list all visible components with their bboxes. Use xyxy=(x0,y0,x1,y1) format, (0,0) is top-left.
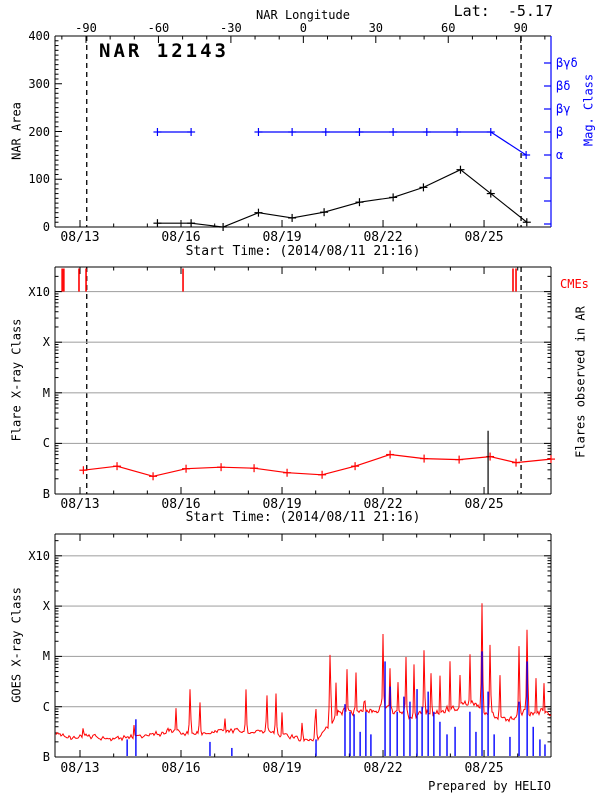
panel1-title: NAR 12143 xyxy=(99,40,229,62)
longitude-tick-label: 0 xyxy=(299,21,307,35)
latitude-label: Lat: -5.17 xyxy=(453,2,553,20)
longitude-tick-label: 90 xyxy=(513,21,528,35)
longitude-tick-label: -30 xyxy=(220,21,242,35)
longitude-tick-label: -60 xyxy=(147,21,170,35)
area-tick-label: 200 xyxy=(28,124,50,139)
top-axis-title: NAR Longitude xyxy=(256,8,350,22)
data-series xyxy=(258,131,527,156)
xray-class-tick-label: C xyxy=(42,436,50,451)
area-tick-label: 300 xyxy=(28,76,50,91)
xray-class-tick-label: X xyxy=(42,599,50,614)
mag-class-tick-label: α xyxy=(556,148,564,162)
area-tick-label: 400 xyxy=(28,29,50,43)
area-tick-label: 0 xyxy=(42,220,50,234)
data-series xyxy=(55,603,552,743)
mag-class-tick-label: β xyxy=(556,125,564,139)
mag-class-tick-label: βγδ xyxy=(556,56,578,70)
mag-class-tick-label: βγ xyxy=(556,102,571,116)
date-tick-label: 08/22 xyxy=(363,761,403,776)
xray-class-tick-label: B xyxy=(42,750,50,764)
date-tick-label: 08/22 xyxy=(363,497,403,512)
panel1-right-axis-title: Mag. Class xyxy=(581,73,596,147)
xray-class-tick-label: B xyxy=(42,487,50,501)
date-tick-label: 08/22 xyxy=(363,230,403,245)
date-tick-label: 08/25 xyxy=(464,761,504,776)
xray-class-tick-label: X10 xyxy=(28,284,50,299)
date-tick-label: 08/19 xyxy=(262,497,302,512)
xray-class-tick-label: X10 xyxy=(28,548,50,563)
xray-class-tick-label: C xyxy=(42,699,50,714)
panel1-x-axis-title: Start Time: (2014/08/11 21:16) xyxy=(185,244,421,259)
xray-class-tick-label: X xyxy=(42,335,50,350)
cmes-label: CMEs xyxy=(560,277,589,291)
date-tick-label: 08/25 xyxy=(464,497,504,512)
area-tick-label: 100 xyxy=(28,172,50,187)
date-tick-label: 08/19 xyxy=(262,230,302,245)
date-tick-label: 08/13 xyxy=(60,497,100,512)
longitude-tick-label: 30 xyxy=(368,21,384,35)
longitude-tick-label: -90 xyxy=(75,21,97,35)
xray-class-tick-label: M xyxy=(42,649,50,664)
date-tick-label: 08/16 xyxy=(161,761,201,776)
mag-class-tick-label: βδ xyxy=(556,79,571,93)
panel2-right-axis-title: Flares observed in AR xyxy=(573,306,588,458)
date-tick-label: 08/13 xyxy=(60,761,100,776)
data-series xyxy=(157,169,528,228)
date-tick-label: 08/13 xyxy=(60,230,100,245)
longitude-tick-label: 60 xyxy=(441,21,456,35)
panel2-x-axis-title: Start Time: (2014/08/11 21:16) xyxy=(185,510,421,525)
date-tick-label: 08/25 xyxy=(464,230,504,245)
prepared-by-label: Prepared by HELIO xyxy=(428,779,551,793)
date-tick-label: 08/16 xyxy=(161,497,201,512)
date-tick-label: 08/19 xyxy=(262,761,302,776)
xray-class-tick-label: M xyxy=(42,385,50,400)
date-tick-label: 08/16 xyxy=(161,230,201,245)
